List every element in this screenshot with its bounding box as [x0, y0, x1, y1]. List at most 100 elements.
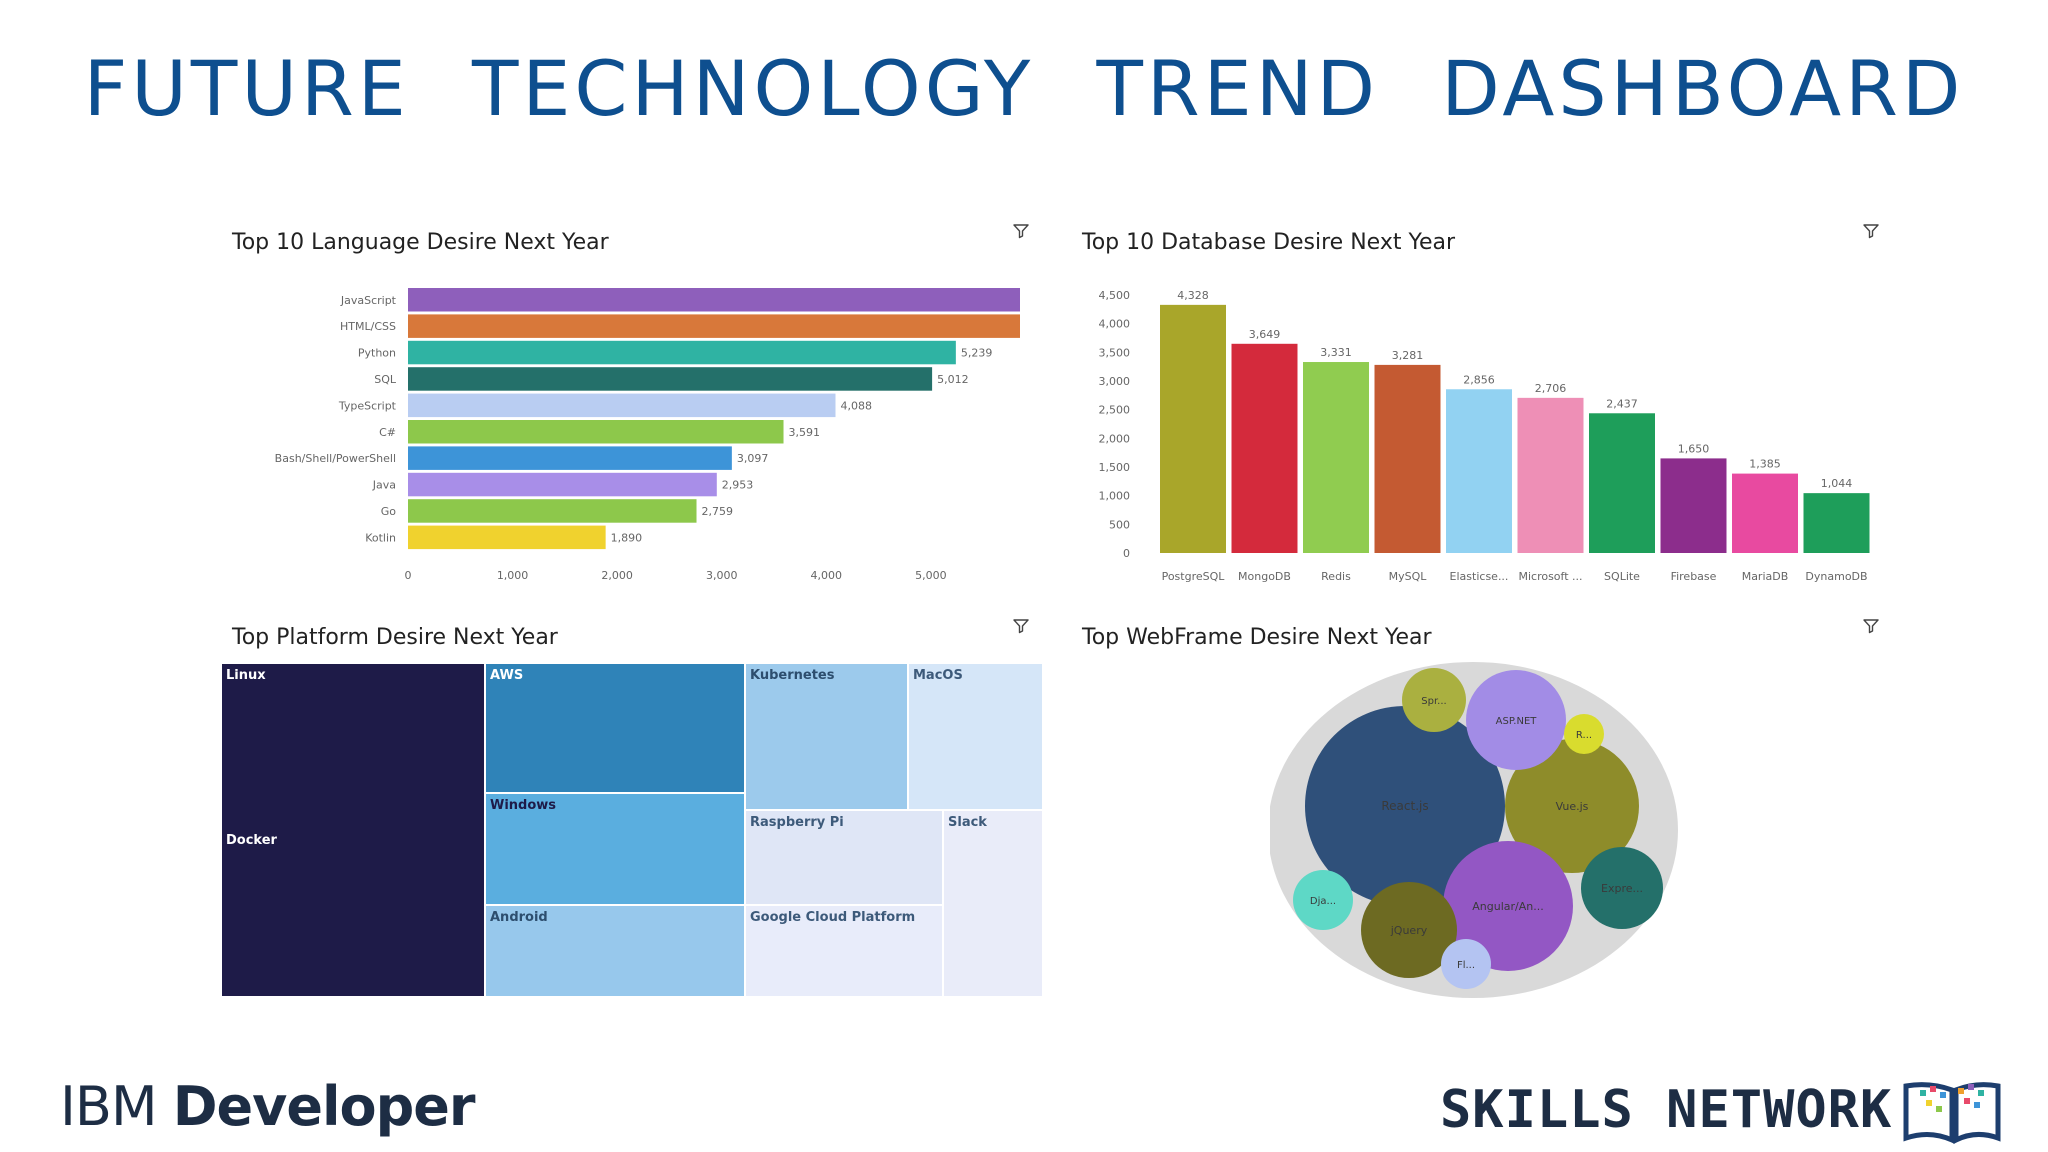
database-value-label: 1,044 [1821, 477, 1853, 490]
webframe-bubble-chart: React.js Vue.js Angular/An... ASP.NET jQuery… [1270, 662, 1678, 998]
language-bar [408, 446, 732, 470]
database-y-tick: 500 [1109, 518, 1130, 531]
language-value-label: 3,591 [789, 426, 821, 439]
database-bar-chart: 4,500 4,000 3,500 3,000 2,500 2,000 1,500 1,000… [1099, 289, 1870, 583]
platform-chart-title: Top Platform Desire Next Year [232, 625, 558, 650]
bubble [1293, 870, 1353, 930]
filter-icon[interactable] [1862, 617, 1880, 635]
bubble-label: Dja... [1310, 896, 1336, 907]
database-bar [1446, 389, 1512, 553]
bubble-label: jQuery [1390, 924, 1428, 937]
language-x-tick: 4,000 [811, 569, 843, 582]
database-y-tick: 3,000 [1099, 375, 1131, 388]
language-value-label: 2,953 [722, 479, 754, 492]
treemap-cell [486, 906, 744, 996]
treemap-cell-label: Slack [948, 815, 987, 830]
treemap-cell [944, 811, 1042, 996]
treemap-cell-label: Google Cloud Platform [750, 910, 915, 925]
database-bar [1160, 304, 1226, 553]
skills-network-book-icon [1903, 1082, 2001, 1145]
language-bar [408, 472, 717, 497]
bubble-label: React.js [1381, 799, 1428, 813]
bubble [1402, 668, 1466, 732]
language-category-label: HTML/CSS [340, 320, 396, 333]
database-bar [1589, 413, 1655, 553]
treemap-cell-label: Linux [226, 668, 266, 683]
treemap-cell-label: Kubernetes [750, 668, 835, 683]
database-value-label: 4,328 [1177, 289, 1209, 302]
treemap-cell-label: Raspberry Pi [750, 815, 844, 830]
filter-icon[interactable] [1012, 617, 1030, 635]
bubble [1564, 714, 1604, 754]
language-bar [408, 367, 933, 391]
database-y-tick: 0 [1123, 547, 1130, 560]
bubble [1581, 847, 1663, 929]
treemap-cell-label: Windows [490, 798, 556, 813]
bubble [1466, 670, 1566, 770]
webframe-chart-title: Top WebFrame Desire Next Year [1082, 625, 1432, 650]
database-y-tick: 2,000 [1099, 432, 1131, 445]
treemap-cell [746, 811, 942, 904]
language-category-label: Python [358, 347, 396, 360]
treemap-cell [486, 664, 744, 792]
database-value-label: 1,385 [1749, 458, 1781, 471]
database-value-label: 3,649 [1249, 328, 1281, 341]
language-x-tick: 0 [405, 569, 412, 582]
bubble-label: Vue.js [1556, 800, 1589, 813]
database-category-label: MySQL [1389, 570, 1428, 583]
treemap-cell [746, 906, 942, 996]
treemap-cell-label: Android [490, 910, 548, 925]
filter-icon[interactable] [1012, 222, 1030, 240]
language-bar [408, 288, 1020, 312]
language-value-label: 2,759 [702, 505, 734, 518]
database-category-label: Redis [1321, 570, 1351, 583]
filter-icon[interactable] [1862, 222, 1880, 240]
database-category-label: DynamoDB [1805, 570, 1867, 583]
database-bar [1732, 473, 1798, 553]
database-value-label: 2,437 [1606, 397, 1638, 410]
developer-text: Developer [172, 1075, 476, 1138]
language-category-label: Kotlin [365, 531, 396, 544]
database-category-label: MariaDB [1742, 570, 1789, 583]
language-bar-chart: JavaScript6,630HTML/CSS6,328Python5,239S… [275, 288, 1020, 582]
database-y-tick: 3,500 [1099, 346, 1131, 359]
database-chart-title: Top 10 Database Desire Next Year [1082, 230, 1456, 255]
database-category-label: MongoDB [1238, 570, 1291, 583]
bubble [1443, 841, 1573, 971]
language-value-label: 5,012 [937, 373, 969, 386]
treemap-cell [486, 794, 744, 904]
language-bar [408, 393, 836, 418]
language-bar [408, 314, 1020, 338]
bubble-label: Angular/An... [1472, 900, 1543, 913]
database-bar [1517, 397, 1584, 553]
database-value-label: 3,331 [1320, 346, 1352, 359]
bubble-label: ASP.NET [1496, 716, 1538, 727]
database-category-label: PostgreSQL [1162, 570, 1226, 583]
page-title: FUTURE TECHNOLOGY TREND DASHBOARD [83, 44, 1965, 133]
language-category-label: Java [372, 479, 396, 492]
database-category-label: Firebase [1671, 570, 1717, 583]
language-bar [408, 499, 697, 523]
language-value-label: 3,097 [737, 452, 769, 465]
treemap-cell [746, 664, 907, 809]
database-bar [1303, 362, 1369, 553]
database-y-tick: 1,000 [1099, 490, 1131, 503]
bubble [1505, 739, 1639, 873]
database-y-tick: 1,500 [1099, 461, 1131, 474]
language-category-label: SQL [374, 373, 397, 386]
treemap-cell-label: Docker [226, 833, 278, 848]
treemap-cell [222, 829, 484, 996]
platform-treemap: Linux Docker AWS Windows Android Kubernetes Ma… [222, 664, 1042, 996]
treemap-cell [909, 664, 1042, 809]
database-y-tick: 4,000 [1099, 318, 1131, 331]
treemap-cell [222, 664, 484, 829]
skills-network-text: SKILLS NETWORK [1440, 1080, 1893, 1140]
language-category-label: C# [379, 426, 396, 439]
language-category-label: Go [381, 505, 397, 518]
language-bar [408, 420, 784, 444]
language-bar [408, 340, 956, 365]
bubble-label: Fl... [1457, 960, 1475, 971]
database-value-label: 1,650 [1678, 442, 1710, 455]
database-y-tick: 2,500 [1099, 404, 1131, 417]
